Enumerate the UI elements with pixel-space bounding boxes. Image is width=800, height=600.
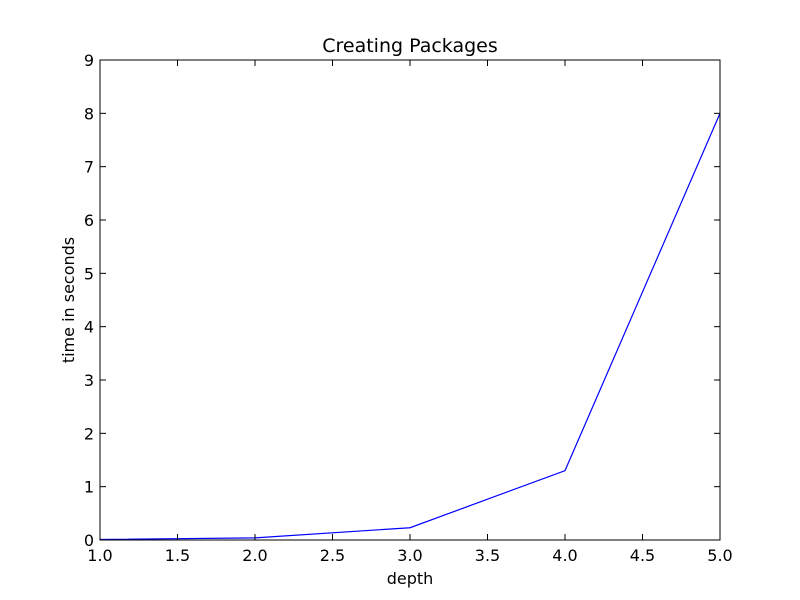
x-tick-label: 3.5 — [475, 546, 500, 565]
x-axis-label: depth — [387, 569, 434, 588]
x-tick-label: 4.0 — [552, 546, 577, 565]
x-tick-label: 5.0 — [707, 546, 732, 565]
y-tick-label: 1 — [84, 478, 94, 497]
x-tick-label: 3.0 — [397, 546, 422, 565]
y-tick-label: 7 — [84, 158, 94, 177]
x-tick-label: 4.5 — [630, 546, 655, 565]
chart-title: Creating Packages — [322, 35, 498, 57]
y-tick-label: 8 — [84, 104, 94, 123]
y-tick-label: 9 — [84, 51, 94, 70]
x-tick-label: 2.0 — [242, 546, 267, 565]
x-tick-label: 1.5 — [165, 546, 190, 565]
y-tick-label: 4 — [84, 318, 94, 337]
y-axis-ticks: 0 1 2 3 4 5 6 7 8 9 — [84, 51, 720, 550]
y-tick-label: 2 — [84, 424, 94, 443]
plot-area — [100, 60, 720, 540]
series-layer — [99, 113, 721, 541]
x-axis-ticks: 1.0 1.5 2.0 2.5 3.0 3.5 4.0 4.5 5.0 — [87, 60, 733, 565]
y-tick-label: 6 — [84, 211, 94, 230]
y-tick-label: 3 — [84, 371, 94, 390]
x-tick-label: 2.5 — [320, 546, 345, 565]
y-tick-label: 5 — [84, 264, 94, 283]
y-axis-label: time in seconds — [59, 237, 78, 363]
x-tick-label: 1.0 — [87, 546, 112, 565]
series-line — [99, 113, 721, 541]
y-tick-label: 0 — [84, 531, 94, 550]
